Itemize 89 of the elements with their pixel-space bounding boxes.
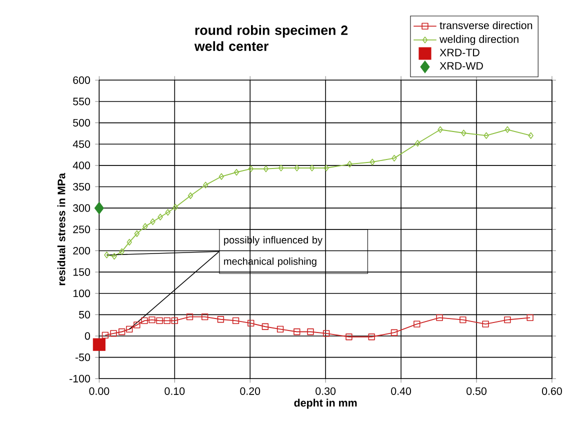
x-tick-label: 0.30 [316, 388, 336, 396]
point [504, 316, 511, 324]
point [165, 209, 170, 216]
point [126, 238, 132, 246]
x-tick-label: 0.00 [89, 388, 110, 396]
point [504, 126, 510, 134]
point [102, 332, 109, 339]
point [156, 317, 163, 324]
point [118, 328, 126, 336]
point [484, 132, 489, 140]
x-tick-label: 0.20 [240, 388, 260, 396]
point [202, 182, 208, 189]
point [148, 316, 156, 324]
y-tick-label: 500 [73, 119, 90, 127]
point [415, 140, 420, 147]
legend-label: XRD-WD [440, 62, 483, 70]
point [164, 317, 170, 324]
point [526, 314, 534, 322]
x-tick-label: 0.50 [466, 388, 486, 396]
point [414, 320, 420, 328]
point [390, 329, 398, 336]
x-tick-label: 0.60 [542, 388, 562, 396]
point [528, 132, 534, 140]
point [436, 314, 443, 322]
point [438, 126, 443, 134]
point [307, 328, 314, 336]
point [234, 169, 240, 176]
y-tick-label: 150 [73, 268, 90, 276]
y-tick-label: 0 [84, 332, 90, 340]
point [201, 314, 208, 320]
legend-label: welding direction [440, 35, 518, 46]
y-tick-label: -50 [75, 354, 90, 362]
point [188, 192, 194, 200]
point [112, 253, 117, 260]
x-tick-label: 0.40 [391, 388, 412, 396]
point [346, 334, 352, 340]
y-tick-label: 300 [73, 204, 90, 212]
point [278, 164, 284, 172]
point [324, 164, 329, 172]
y-tick-label: 250 [73, 226, 90, 234]
point [370, 158, 375, 166]
y-tick-label: 100 [73, 290, 90, 298]
point [276, 326, 284, 333]
x-axis-title: depht in mm [294, 398, 357, 409]
point [172, 204, 178, 211]
point [158, 214, 163, 220]
point [142, 223, 148, 230]
chart-title: round robin specimen 2 weld center [194, 25, 348, 52]
point [460, 316, 466, 324]
point [248, 320, 254, 327]
point [217, 316, 224, 323]
point [171, 317, 178, 324]
point [294, 164, 300, 172]
point [368, 334, 375, 340]
point [482, 320, 489, 328]
point [94, 202, 104, 214]
y-tick-label: 350 [73, 183, 90, 191]
point [294, 328, 300, 336]
y-tick-label: -100 [70, 375, 90, 383]
point [134, 230, 140, 238]
point [104, 252, 110, 258]
point [263, 166, 269, 172]
point [262, 323, 269, 330]
y-tick-label: 600 [73, 76, 90, 84]
legend-label: transverse direction [440, 21, 532, 30]
point [141, 317, 148, 324]
point [461, 130, 466, 136]
y-tick-label: 200 [73, 247, 90, 255]
point [126, 326, 133, 333]
point [92, 338, 106, 351]
y-tick-label: 400 [72, 162, 90, 170]
y-tick-label: 50 [78, 311, 90, 319]
point [392, 154, 397, 162]
point [218, 173, 224, 180]
point [150, 218, 156, 226]
y-tick-label: 450 [72, 140, 90, 148]
y-axis-title: residual stress in MPa [57, 173, 66, 286]
y-tick-label: 550 [73, 98, 90, 106]
point [347, 160, 352, 168]
point [134, 322, 140, 328]
point [248, 166, 254, 172]
legend-label: XRD-TD [440, 48, 480, 56]
point [186, 314, 194, 320]
x-tick-label: 0.10 [164, 388, 185, 396]
point [110, 330, 117, 337]
point [309, 164, 315, 172]
point [322, 330, 330, 337]
point [232, 317, 240, 324]
point [119, 248, 124, 256]
